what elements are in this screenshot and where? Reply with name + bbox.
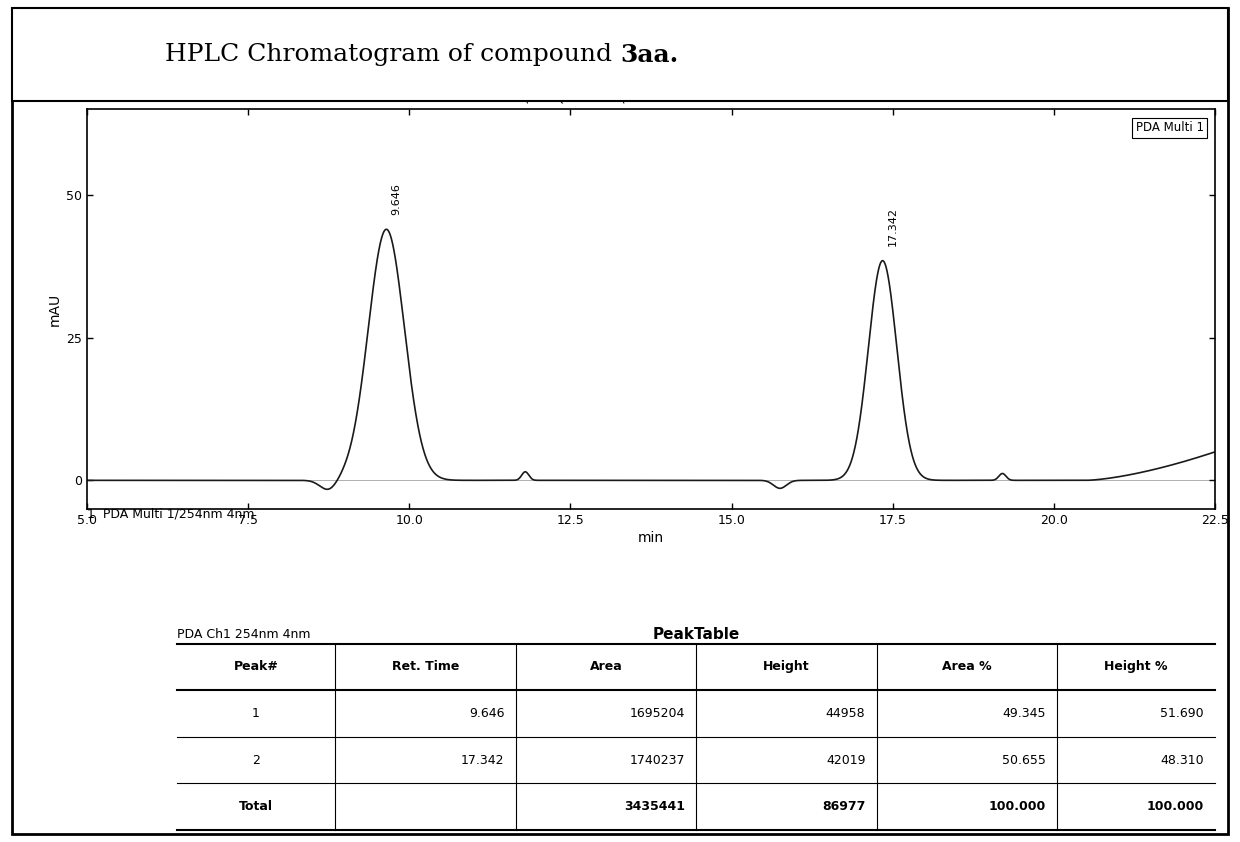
Text: 51.690: 51.690 [1161,707,1204,720]
Text: Height %: Height % [1105,660,1168,674]
Text: PDA Ch1 254nm 4nm: PDA Ch1 254nm 4nm [177,628,310,642]
Text: Area %: Area % [942,660,992,674]
Text: 49.345: 49.345 [1002,707,1047,720]
Text: 17.342: 17.342 [461,754,505,767]
Text: PeakTable: PeakTable [652,627,740,642]
Text: 9.646: 9.646 [392,184,402,215]
Text: Peak#: Peak# [233,660,279,674]
Text: 44958: 44958 [826,707,866,720]
Text: PDA Multi 1: PDA Multi 1 [1136,121,1204,135]
Text: Area: Area [589,660,622,674]
Text: 1695204: 1695204 [630,707,684,720]
Text: 9.646: 9.646 [469,707,505,720]
Text: 1  PDA Multi 1/254nm 4nm: 1 PDA Multi 1/254nm 4nm [87,508,254,521]
Text: Total: Total [239,800,273,813]
Text: 86977: 86977 [822,800,866,813]
Title: D:\LWCQF1-Brace\F1-BF-AD-70-30-1ML05.lcd: D:\LWCQF1-Brace\F1-BF-AD-70-30-1ML05.lcd [511,91,791,104]
Text: 1740237: 1740237 [630,754,684,767]
Text: 3aa.: 3aa. [620,43,678,67]
Text: 48.310: 48.310 [1161,754,1204,767]
Text: 1: 1 [252,707,260,720]
Text: 100.000: 100.000 [1147,800,1204,813]
Text: 42019: 42019 [826,754,866,767]
X-axis label: min: min [637,531,665,545]
Text: Ret. Time: Ret. Time [392,660,459,674]
Text: Height: Height [763,660,810,674]
Text: 50.655: 50.655 [1002,754,1047,767]
Y-axis label: mAU: mAU [48,293,62,326]
Text: 100.000: 100.000 [988,800,1047,813]
Text: 2: 2 [252,754,260,767]
Text: 17.342: 17.342 [888,207,898,247]
Text: HPLC Chromatogram of compound: HPLC Chromatogram of compound [165,43,620,67]
Text: 3435441: 3435441 [624,800,684,813]
